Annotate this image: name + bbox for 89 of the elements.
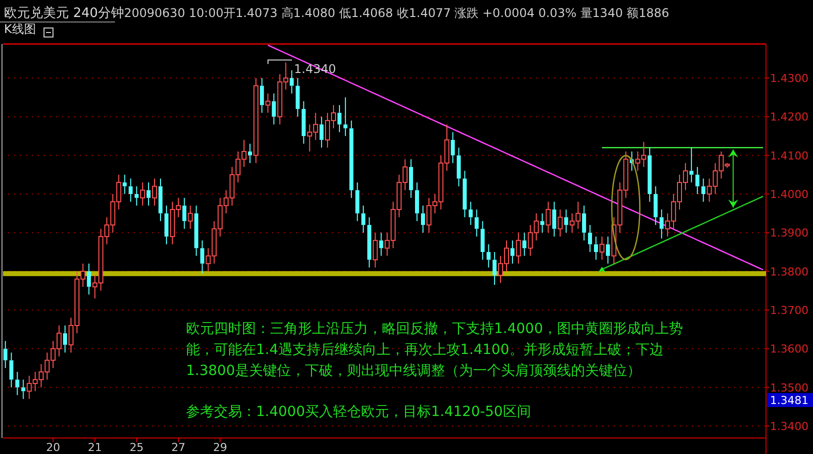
x-tick-label: 25 (130, 441, 144, 454)
candlestick (689, 147, 694, 183)
candlestick (522, 232, 526, 256)
candlestick (450, 132, 455, 164)
candlestick (564, 208, 568, 234)
y-tick-label: 1.3500 (770, 381, 808, 394)
candlestick (337, 104, 342, 133)
candlestick (134, 186, 139, 206)
candlestick (272, 92, 276, 125)
candlestick (552, 201, 556, 238)
y-tick-label: 1.3400 (770, 420, 808, 434)
chart-title: 欧元兑美元 240分钟 (4, 5, 124, 21)
candlestick (164, 205, 168, 245)
candlestick (594, 236, 598, 260)
candlestick (361, 205, 366, 234)
line-series (267, 44, 764, 270)
candlestick (248, 143, 252, 164)
candlestick (599, 236, 604, 260)
candlestick (349, 120, 354, 198)
candlestick (122, 174, 127, 195)
candlestick (320, 116, 324, 148)
text: K线图 (4, 22, 36, 36)
candlestick (355, 182, 360, 222)
x-tick-label: 29 (213, 441, 228, 454)
candlestick (372, 232, 378, 268)
candlestick (415, 182, 420, 222)
y-tick-label: 1.3900 (770, 226, 808, 240)
candlestick (462, 170, 467, 218)
candlestick (152, 178, 158, 206)
x-tick-label: 21 (88, 441, 102, 454)
x-tick-label: 20 (46, 441, 60, 454)
candlestick (588, 224, 592, 253)
y-tick-label: 1.4000 (770, 188, 808, 202)
candlestick (302, 100, 306, 144)
candlestick (654, 186, 658, 226)
candlestick (660, 208, 664, 239)
candlestick (260, 78, 264, 114)
candlestick (480, 220, 485, 260)
candlestick (343, 96, 348, 137)
candlestick (456, 147, 461, 187)
candlestick (379, 232, 384, 256)
candlestick (486, 244, 491, 268)
candlestick (516, 232, 521, 264)
candlestick (648, 147, 652, 202)
candlestick (420, 205, 425, 234)
x-tick-label: 27 (171, 441, 186, 454)
annotation: 能，可能在1.4遇支持后继续向上，再次上攻1.4100。并形成短暂上破；下边 (186, 342, 664, 358)
candlestick (3, 340, 8, 369)
candlestick (367, 216, 372, 268)
y-tick-label: 1.4300 (770, 72, 808, 86)
candlestick (200, 240, 204, 274)
candlestick (194, 205, 198, 256)
y-tick-label: 1.3600 (770, 342, 808, 356)
candlestick (188, 205, 193, 230)
candlestick (63, 324, 68, 354)
candlestick (182, 197, 186, 230)
candlestick (510, 240, 514, 264)
candlestick (9, 352, 14, 388)
annotation: 参考交易：1.4000买入轻仓欧元，目标1.4120-50区间 (186, 404, 531, 420)
candlestick (540, 212, 544, 234)
candlestick (140, 182, 146, 206)
candlestick (582, 205, 586, 241)
y-tick-label: 1.3800 (770, 265, 808, 278)
candlestick (701, 178, 706, 202)
candlestick (21, 379, 26, 400)
candlestick (558, 208, 563, 238)
text: 1.3481 (770, 394, 808, 407)
y-tick-label: 1.3700 (770, 304, 808, 318)
candlestick (146, 182, 151, 206)
y-tick-label: 1.4200 (770, 110, 808, 124)
candlestick (290, 70, 294, 94)
candlestick (265, 92, 270, 114)
candlestick (492, 252, 497, 286)
candlestick (409, 158, 414, 198)
chart-subtitle: 20090630 10:00开1.4073 高1.4080 低1.4068 收1.4077 涨跌 +0.0004 0.03% 量1340 额1886 (124, 6, 670, 20)
candlestick (468, 201, 473, 226)
candlestick (695, 166, 700, 195)
candlestick (606, 236, 610, 264)
candlestick (296, 78, 300, 118)
candlestick (128, 178, 133, 202)
candlestick (474, 208, 479, 238)
candlestick (158, 178, 162, 222)
annotation: 1.3800是关键位，下破，则出现中线调整（为一个头肩顶颈线的关键位） (186, 363, 641, 379)
candlestick (15, 371, 20, 396)
y-tick-label: 1.4100 (770, 149, 808, 162)
candlestick (253, 78, 258, 164)
annotation: 欧元四时图：三角形上沿压力，略回反撤，下支持1.4000，图中黄圈形成向上势 (186, 321, 683, 337)
candlestick (86, 263, 91, 296)
candlestick (546, 201, 551, 234)
